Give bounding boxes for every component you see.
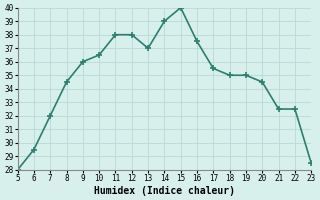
X-axis label: Humidex (Indice chaleur): Humidex (Indice chaleur) — [94, 186, 235, 196]
